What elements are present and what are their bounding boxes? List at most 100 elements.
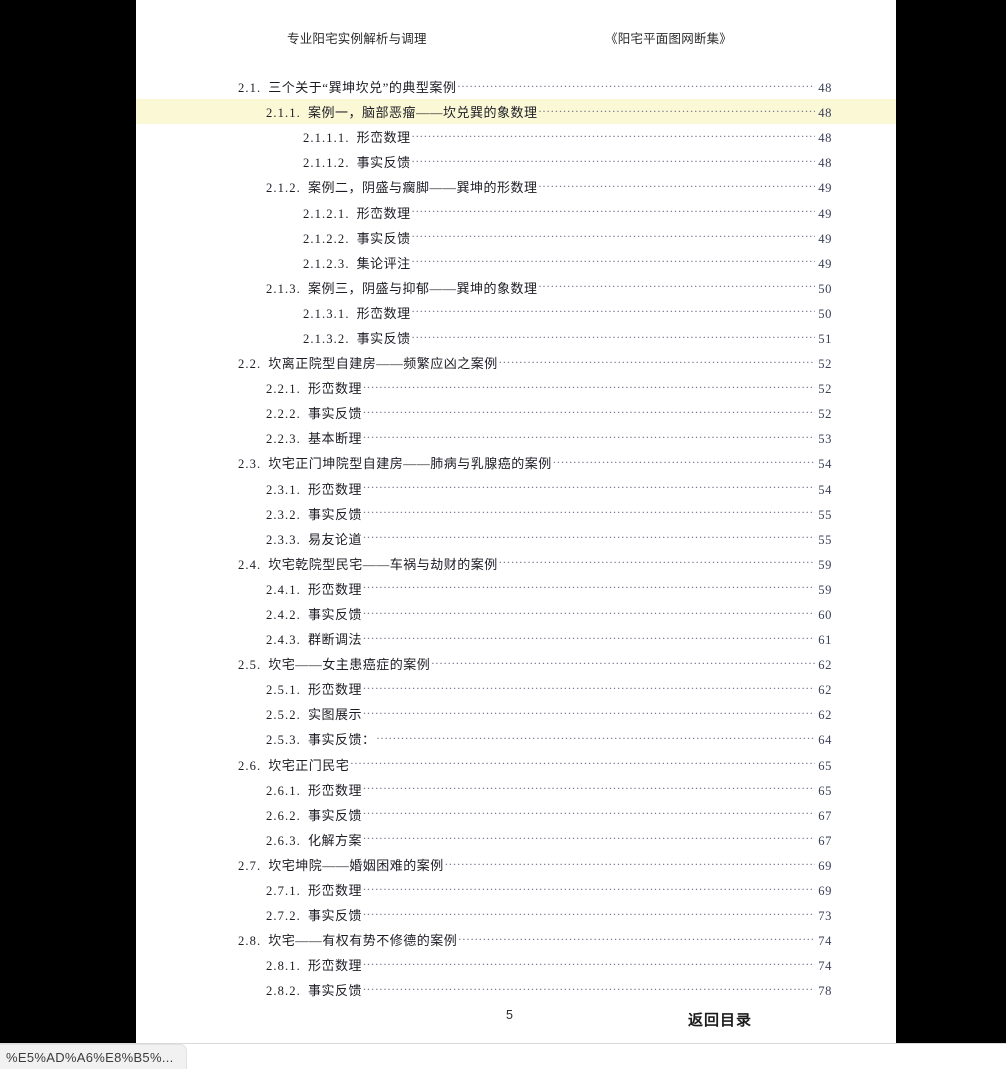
toc-entry[interactable]: 2.1.1. 案例一，脑部恶瘤——坎兑巽的象数理 48 [136,99,896,125]
toc-entry-inner: 2.5. 坎宅——女主患癌症的案例 62 [136,654,896,673]
toc-entry[interactable]: 2.8.2. 事实反馈 78 [136,977,896,1002]
toc-entry-page: 55 [818,507,832,522]
toc-dot-leader [412,129,815,142]
toc-entry[interactable]: 2.1.2.3. 集论评注 49 [136,250,896,275]
toc-entry-number: 2.5. [238,658,262,673]
toc-entry-number: 2.7.1. [266,884,301,899]
toc-entry[interactable]: 2.8.1. 形峦数理 74 [136,952,896,977]
toc-entry-page: 50 [818,306,832,321]
toc-entry-number: 2.5.2. [266,708,301,723]
toc-entry[interactable]: 2.8. 坎宅——有权有势不修德的案例 74 [136,927,896,952]
toc-entry-page: 49 [818,206,832,221]
toc-dot-leader [363,481,815,494]
toc-entry-number: 2.1.1. [266,106,301,121]
toc-dot-leader [363,531,815,544]
toc-entry-inner: 2.7.2. 事实反馈 73 [136,905,896,924]
toc-entry-number: 2.1.2.1. [303,206,350,221]
document-footer: 5 返回目录 [136,1008,896,1034]
toc-entry-inner: 2.6. 坎宅正门民宅 65 [136,755,896,774]
toc-entry-number: 2.8.2. [266,984,301,999]
toc-entry[interactable]: 2.1.3.2. 事实反馈 51 [136,325,896,350]
toc-entry-number: 2.8.1. [266,959,301,974]
toc-entry-title: 化解方案 [307,832,362,848]
toc-entry-title: 实图展示 [307,707,362,723]
toc-entry[interactable]: 2.6.1. 形峦数理 65 [136,777,896,802]
toc-dot-leader [363,907,815,920]
toc-entry-number: 2.3.1. [266,482,301,497]
toc-entry[interactable]: 2.2.1. 形峦数理 52 [136,375,896,400]
toc-entry[interactable]: 2.3.1. 形峦数理 54 [136,476,896,501]
toc-entry-inner: 2.3.2. 事实反馈 55 [136,504,896,523]
toc-entry[interactable]: 2.7.2. 事实反馈 73 [136,902,896,927]
toc-entry-inner: 2.2.1. 形峦数理 52 [136,378,896,397]
toc-entry-inner: 2.8.1. 形峦数理 74 [136,955,896,974]
toc-dot-leader [538,179,815,192]
toc-entry[interactable]: 2.1.2.1. 形峦数理 49 [136,199,896,224]
toc-entry[interactable]: 2.1.3. 案例三，阴盛与抑郁——巽坤的象数理 50 [136,275,896,300]
toc-entry-inner: 2.1.1.2. 事实反馈 48 [136,152,896,171]
toc-entry[interactable]: 2.6. 坎宅正门民宅 65 [136,752,896,777]
toc-entry-number: 2.3.3. [266,532,301,547]
toc-entry[interactable]: 2.7. 坎宅坤院——婚姻困难的案例 69 [136,852,896,877]
toc-entry-inner: 2.5.2. 实图展示 62 [136,704,896,723]
toc-entry-inner: 2.6.1. 形峦数理 65 [136,780,896,799]
toc-dot-leader [350,757,815,770]
toc-entry-page: 59 [818,582,832,597]
toc-entry[interactable]: 2.5. 坎宅——女主患癌症的案例 62 [136,651,896,676]
toc-entry-number: 2.1.3.2. [303,331,350,346]
toc-entry-title: 坎离正院型自建房——频繁应凶之案例 [268,356,498,372]
toc-entry[interactable]: 2.3. 坎宅正门坤院型自建房——肺病与乳腺癌的案例 54 [136,450,896,475]
toc-entry[interactable]: 2.5.1. 形峦数理 62 [136,676,896,701]
toc-entry[interactable]: 2.1.1.2. 事实反馈 48 [136,149,896,174]
toc-entry[interactable]: 2.4.1. 形峦数理 59 [136,576,896,601]
toc-entry[interactable]: 2.2.3. 基本断理 53 [136,425,896,450]
table-of-contents: 2.1. 三个关于“巽坤坎兑”的典型案例 48 2.1.1. 案例一，脑部恶瘤——坎兑巽… [136,74,896,1002]
toc-dot-leader [553,455,815,468]
toc-entry-inner: 2.1.2. 案例二，阴盛与瘸脚——巽坤的形数理 49 [136,177,896,196]
toc-entry[interactable]: 2.7.1. 形峦数理 69 [136,877,896,902]
toc-entry-inner: 2.2.2. 事实反馈 52 [136,403,896,422]
toc-entry[interactable]: 2.3.3. 易友论道 55 [136,526,896,551]
toc-dot-leader [538,280,815,293]
toc-entry[interactable]: 2.1.1.1. 形峦数理 48 [136,124,896,149]
toc-entry[interactable]: 2.3.2. 事实反馈 55 [136,501,896,526]
toc-entry[interactable]: 2.2.2. 事实反馈 52 [136,400,896,425]
toc-entry-number: 2.3.2. [266,507,301,522]
toc-entry[interactable]: 2.4.3. 群断调法 61 [136,626,896,651]
toc-dot-leader [412,330,815,343]
toc-entry-title: 形峦数理 [307,958,362,974]
document-page: 专业阳宅实例解析与调理 《阳宅平面图网断集》 2.1. 三个关于“巽坤坎兑”的典型… [136,0,896,1043]
toc-dot-leader [363,807,815,820]
toc-entry-title: 坎宅坤院——婚姻困难的案例 [268,857,444,873]
toc-entry-inner: 2.4.2. 事实反馈 60 [136,604,896,623]
toc-entry-title: 坎宅正门坤院型自建房——肺病与乳腺癌的案例 [268,456,552,472]
toc-entry-title: 基本断理 [307,431,362,447]
toc-entry-title: 事实反馈 [307,506,362,522]
toc-entry[interactable]: 2.1. 三个关于“巽坤坎兑”的典型案例 48 [136,74,896,99]
toc-entry[interactable]: 2.1.3.1. 形峦数理 50 [136,300,896,325]
toc-entry-number: 2.5.3. [266,733,301,748]
toc-entry[interactable]: 2.4. 坎宅乾院型民宅——车祸与劫财的案例 59 [136,551,896,576]
toc-dot-leader [458,932,815,945]
toc-dot-leader [363,506,815,519]
toc-dot-leader [412,230,815,243]
toc-entry[interactable]: 2.4.2. 事实反馈 60 [136,601,896,626]
toc-entry[interactable]: 2.1.2.2. 事实反馈 49 [136,225,896,250]
toc-entry-number: 2.6.2. [266,808,301,823]
toc-dot-leader [445,857,815,870]
toc-entry-title: 坎宅——有权有势不修德的案例 [268,933,458,949]
toc-entry[interactable]: 2.6.2. 事实反馈 67 [136,802,896,827]
toc-entry-page: 49 [818,181,832,196]
toc-entry[interactable]: 2.1.2. 案例二，阴盛与瘸脚——巽坤的形数理 49 [136,174,896,199]
toc-entry[interactable]: 2.2. 坎离正院型自建房——频繁应凶之案例 52 [136,350,896,375]
toc-dot-leader [412,205,815,218]
header-right-text: 《阳宅平面图网断集》 [605,32,733,46]
toc-entry-title: 坎宅——女主患癌症的案例 [268,657,431,673]
toc-entry-page: 52 [818,382,832,397]
toc-entry-number: 2.4.2. [266,608,301,623]
toc-entry[interactable]: 2.6.3. 化解方案 67 [136,827,896,852]
back-to-toc-link[interactable]: 返回目录 [688,1012,753,1029]
toc-dot-leader [363,782,815,795]
toc-entry[interactable]: 2.5.3. 事实反馈： 64 [136,726,896,751]
toc-entry[interactable]: 2.5.2. 实图展示 62 [136,701,896,726]
